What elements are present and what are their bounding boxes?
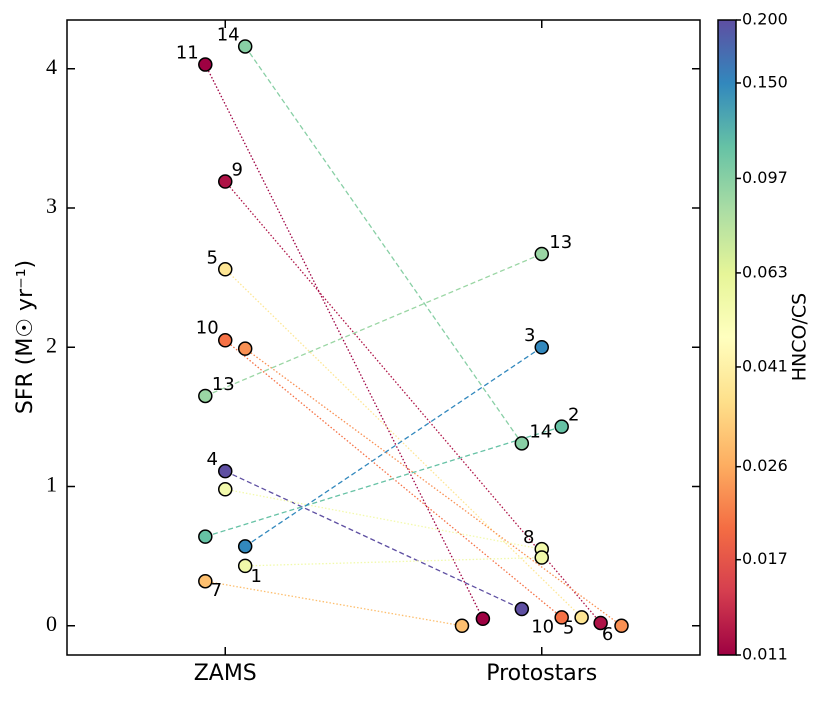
point-label: 10 — [531, 616, 554, 637]
colorbar-label: HNCO/CS — [789, 293, 811, 381]
data-point — [614, 618, 629, 634]
colorbar-tick-label: 0.150 — [742, 72, 788, 91]
x-tick-label: Protostars — [486, 661, 597, 686]
y-tick-label: 3 — [46, 193, 57, 218]
point-label: 13 — [549, 232, 572, 253]
data-point — [574, 610, 589, 625]
point-label: 1 — [250, 566, 261, 587]
x-tick-label: ZAMS — [194, 661, 257, 686]
colorbar-tick-label: 0.026 — [742, 456, 788, 475]
point-label: 5 — [563, 617, 574, 638]
point-label: 4 — [207, 449, 218, 470]
data-point — [237, 558, 253, 574]
data-point — [198, 529, 213, 544]
data-point — [454, 618, 470, 634]
connector-line — [244, 346, 543, 547]
data-point — [237, 341, 253, 356]
data-point — [198, 388, 213, 404]
y-axis-label: SFR (M☉ yr⁻¹) — [13, 260, 38, 414]
connector-line — [205, 580, 463, 627]
point-label: 2 — [568, 405, 579, 426]
point-label: 10 — [196, 317, 219, 338]
point-label: 14 — [217, 24, 240, 45]
connector-line — [224, 470, 523, 610]
point-label: 13 — [212, 374, 235, 395]
colorbar — [717, 19, 737, 656]
data-point — [514, 601, 530, 617]
connector-line — [244, 348, 622, 627]
connector-line — [225, 488, 542, 550]
data-point — [198, 573, 213, 589]
data-point — [218, 333, 233, 348]
data-point — [534, 246, 549, 262]
point-label: 9 — [232, 160, 243, 181]
data-point — [534, 550, 549, 565]
data-point — [514, 436, 530, 451]
connector-line — [244, 46, 523, 444]
colorbar-tick-label: 0.097 — [742, 168, 788, 187]
data-point — [534, 339, 549, 355]
connector-line — [205, 253, 543, 397]
data-point — [198, 57, 213, 72]
data-point — [237, 39, 253, 54]
colorbar-tick-label: 0.200 — [742, 10, 788, 29]
y-tick-label: 0 — [46, 611, 57, 636]
connector-line — [224, 268, 583, 618]
point-label: 6 — [602, 624, 613, 645]
data-point — [475, 611, 491, 627]
data-point — [593, 615, 608, 631]
data-point — [218, 482, 233, 497]
data-point — [218, 463, 233, 479]
point-label: 7 — [211, 580, 222, 601]
colorbar-tick-label: 0.063 — [742, 262, 788, 281]
point-label: 8 — [523, 527, 534, 548]
data-point — [554, 419, 569, 434]
y-tick-label: 2 — [46, 332, 57, 357]
data-point — [237, 539, 253, 554]
data-point — [218, 262, 233, 277]
colorbar-tick-label: 0.041 — [742, 356, 788, 375]
point-label: 5 — [207, 247, 218, 268]
point-label: 11 — [176, 43, 199, 64]
connector-line — [205, 426, 562, 538]
colorbar-tick-label: 0.011 — [742, 645, 788, 664]
data-point — [218, 174, 233, 189]
connector-line — [245, 556, 542, 567]
y-tick-label: 4 — [46, 54, 57, 79]
point-label: 3 — [524, 325, 535, 346]
colorbar-tick-label: 0.017 — [742, 549, 788, 568]
y-tick-label: 1 — [46, 472, 57, 497]
point-label: 14 — [529, 421, 552, 442]
plot-frame — [66, 19, 701, 656]
data-point — [554, 610, 569, 625]
